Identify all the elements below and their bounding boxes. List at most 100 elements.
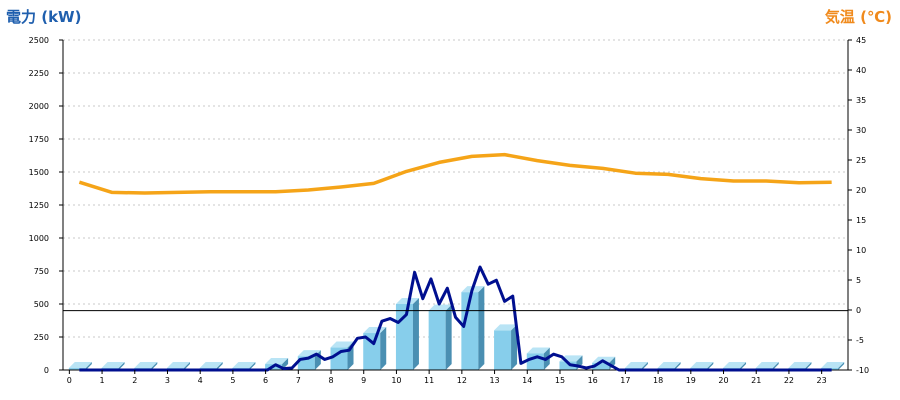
right-axis-title: 気温 (℃) (824, 8, 892, 26)
bar-front (592, 362, 610, 370)
bar-front (395, 304, 413, 370)
left-tick-label: 0 (44, 366, 49, 375)
bar-side (412, 298, 419, 370)
right-tick-label: 0 (856, 306, 861, 315)
x-tick-label: 0 (67, 376, 72, 385)
bar-top (690, 362, 714, 369)
bar-top (330, 341, 354, 348)
right-tick-label: 20 (856, 186, 866, 195)
left-axis-title: 電力 (kW) (6, 8, 82, 26)
bar-side (641, 362, 648, 370)
bar-side (772, 362, 779, 370)
bar-side (707, 362, 714, 370)
bar-side (674, 362, 681, 370)
bar-front (559, 361, 577, 370)
bar-front (363, 333, 381, 370)
right-tick-label: -10 (856, 366, 869, 375)
bar-top (657, 362, 681, 369)
x-tick-label: 3 (165, 376, 170, 385)
bar-side (118, 362, 125, 370)
bar-hour-16 (592, 356, 616, 370)
left-tick-label: 500 (34, 300, 49, 309)
left-tick-label: 2250 (29, 69, 49, 78)
bar-top (265, 358, 289, 365)
bar-front (330, 347, 348, 370)
bar-top (395, 298, 419, 304)
left-tick-label: 1250 (29, 201, 49, 210)
x-tick-label: 22 (784, 376, 794, 385)
x-tick-label: 10 (391, 376, 401, 385)
x-tick-label: 8 (328, 376, 333, 385)
right-tick-label: 25 (856, 156, 866, 165)
bar-top (821, 362, 845, 369)
left-tick-label: 1750 (29, 135, 49, 144)
left-tick-label: 2000 (29, 102, 49, 111)
x-tick-label: 5 (230, 376, 235, 385)
bar-side (183, 362, 190, 370)
bar-top (134, 362, 158, 369)
x-tick-label: 14 (522, 376, 532, 385)
bar-top (101, 362, 125, 369)
bar-top (723, 362, 747, 369)
right-tick-label: 10 (856, 246, 866, 255)
bar-top (526, 347, 550, 354)
x-tick-label: 15 (555, 376, 565, 385)
bar-side (216, 362, 223, 370)
x-tick-label: 17 (620, 376, 630, 385)
bar-front (494, 330, 512, 370)
bar-top (788, 362, 812, 369)
left-tick-label: 1000 (29, 234, 49, 243)
bar-side (805, 362, 812, 370)
bar-top (68, 362, 92, 369)
x-tick-label: 20 (718, 376, 728, 385)
bar-hour-12 (461, 286, 485, 370)
bar-top (199, 362, 223, 369)
x-tick-label: 1 (100, 376, 105, 385)
power-series-line (79, 265, 832, 372)
bar-side (838, 362, 845, 370)
bar-side (740, 362, 747, 370)
x-tick-label: 18 (653, 376, 663, 385)
x-tick-label: 7 (296, 376, 301, 385)
bar-side (478, 286, 485, 370)
x-tick-label: 12 (457, 376, 467, 385)
bar-top (428, 304, 452, 311)
x-tick-label: 16 (588, 376, 598, 385)
bar-side (151, 362, 158, 370)
right-tick-label: 5 (856, 276, 861, 285)
bar-side (249, 362, 256, 370)
bar-top (232, 362, 256, 369)
bar-side (85, 362, 92, 370)
left-tick-label: 250 (34, 333, 49, 342)
right-tick-label: 15 (856, 216, 866, 225)
bar-hour-10 (395, 298, 419, 370)
bar-hour-11 (428, 304, 452, 370)
x-tick-label: 19 (686, 376, 696, 385)
bar-top (755, 362, 779, 369)
bar-front (428, 310, 446, 370)
bar-top (166, 362, 190, 369)
bar-hour-0 (68, 362, 92, 370)
temperature-series-line (78, 152, 832, 195)
left-tick-label: 750 (34, 267, 49, 276)
left-tick-label: 1500 (29, 168, 49, 177)
bar-side (380, 327, 387, 370)
right-tick-label: 40 (856, 66, 866, 75)
x-tick-label: 6 (263, 376, 268, 385)
bar-hour-9 (363, 327, 387, 370)
x-tick-label: 21 (751, 376, 761, 385)
bar-top (494, 324, 518, 331)
right-tick-label: 30 (856, 126, 866, 135)
x-tick-label: 2 (132, 376, 137, 385)
bar-side (511, 324, 518, 370)
right-tick-label: 35 (856, 96, 866, 105)
x-tick-label: 9 (361, 376, 366, 385)
bar-top (624, 362, 648, 369)
x-tick-label: 23 (817, 376, 827, 385)
left-tick-label: 2500 (29, 36, 49, 45)
bar-side (445, 304, 452, 370)
bar-hour-13 (494, 324, 518, 370)
bar-front (68, 368, 86, 370)
x-tick-label: 11 (424, 376, 434, 385)
